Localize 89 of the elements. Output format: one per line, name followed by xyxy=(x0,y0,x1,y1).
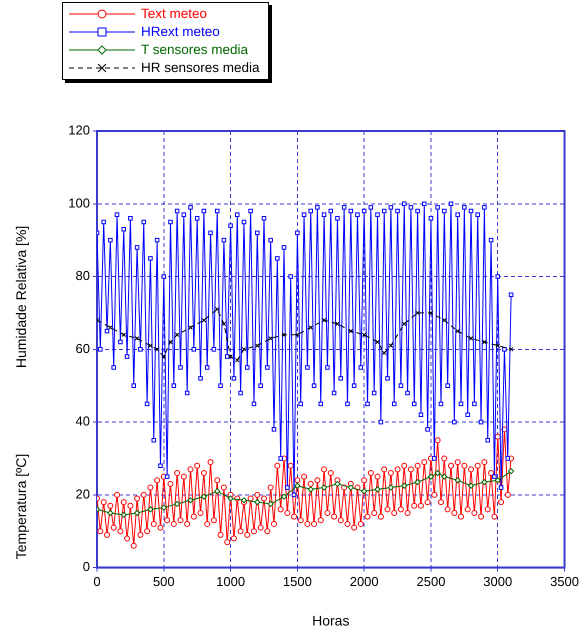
x-tick-label: 2500 xyxy=(416,574,446,589)
point xyxy=(295,332,300,338)
point xyxy=(434,470,441,476)
point xyxy=(134,510,140,516)
point xyxy=(334,480,340,487)
point xyxy=(268,500,274,507)
point xyxy=(428,310,434,316)
point xyxy=(402,322,407,326)
legend-label: Text meteo xyxy=(141,5,208,23)
point xyxy=(168,340,173,344)
point xyxy=(242,347,246,352)
point xyxy=(335,322,340,326)
point xyxy=(200,494,207,500)
y-axis-title: Humidade Relativa [%] xyxy=(12,226,29,368)
x-tick-label: 3000 xyxy=(483,574,512,589)
point xyxy=(414,479,421,486)
point xyxy=(162,354,166,359)
point xyxy=(382,350,386,356)
text: Temperatura [ºC] xyxy=(12,454,29,560)
point xyxy=(508,468,514,474)
point xyxy=(361,488,368,494)
point xyxy=(154,347,160,352)
point xyxy=(294,482,300,489)
point xyxy=(228,354,233,359)
point xyxy=(228,495,234,502)
point xyxy=(401,482,408,489)
point xyxy=(508,347,514,352)
point xyxy=(322,318,326,322)
point xyxy=(348,328,354,334)
point xyxy=(174,332,180,338)
point xyxy=(481,479,488,486)
point xyxy=(281,494,288,500)
point xyxy=(214,488,220,494)
legend-label: HRext meteo xyxy=(141,23,220,41)
point xyxy=(188,325,193,330)
point xyxy=(134,336,140,341)
point xyxy=(468,482,474,489)
point xyxy=(494,477,501,484)
point xyxy=(362,332,366,338)
y-tick-label: 20 xyxy=(76,486,90,502)
y-tick-label: 60 xyxy=(76,340,90,356)
point xyxy=(308,486,314,492)
point xyxy=(415,310,420,316)
y-tick-label: 80 xyxy=(76,268,90,284)
point xyxy=(482,340,487,344)
point xyxy=(455,328,460,334)
legend-label: T sensores media xyxy=(141,41,248,59)
point xyxy=(321,484,328,491)
x-tick-label: 3500 xyxy=(550,574,579,589)
point xyxy=(121,332,126,338)
x-tick-label: 1500 xyxy=(282,574,312,589)
y-tick-label: 100 xyxy=(68,195,90,210)
point xyxy=(188,497,194,504)
point xyxy=(147,506,154,512)
point xyxy=(120,512,127,518)
point xyxy=(214,307,220,312)
x-axis-title: Horas xyxy=(312,612,350,628)
point xyxy=(202,318,206,322)
point xyxy=(254,499,260,506)
y-tick-label: 40 xyxy=(76,414,90,429)
point xyxy=(442,318,447,322)
point xyxy=(160,504,167,511)
x-tick-label: 2000 xyxy=(350,574,379,589)
point xyxy=(375,340,380,344)
point xyxy=(174,500,180,507)
point xyxy=(388,484,394,491)
x-tick-label: 1000 xyxy=(216,574,246,589)
y-tick-label: 0 xyxy=(82,559,90,574)
x-tick-label: 500 xyxy=(152,574,175,589)
point xyxy=(308,325,313,330)
point xyxy=(441,474,448,480)
point xyxy=(148,343,153,348)
point xyxy=(282,332,286,338)
point xyxy=(388,343,394,348)
point xyxy=(108,325,113,330)
point xyxy=(234,358,240,362)
point xyxy=(374,486,381,492)
point xyxy=(454,477,461,484)
point xyxy=(348,484,354,491)
y-tick-label: 120 xyxy=(68,122,90,138)
point xyxy=(107,510,114,516)
point xyxy=(495,343,500,348)
point xyxy=(222,322,226,326)
x-tick-label: 0 xyxy=(93,574,101,589)
point xyxy=(428,474,434,480)
point xyxy=(268,336,273,341)
legend-label: HR sensores media xyxy=(141,59,260,77)
point xyxy=(255,343,260,348)
point xyxy=(468,336,474,341)
